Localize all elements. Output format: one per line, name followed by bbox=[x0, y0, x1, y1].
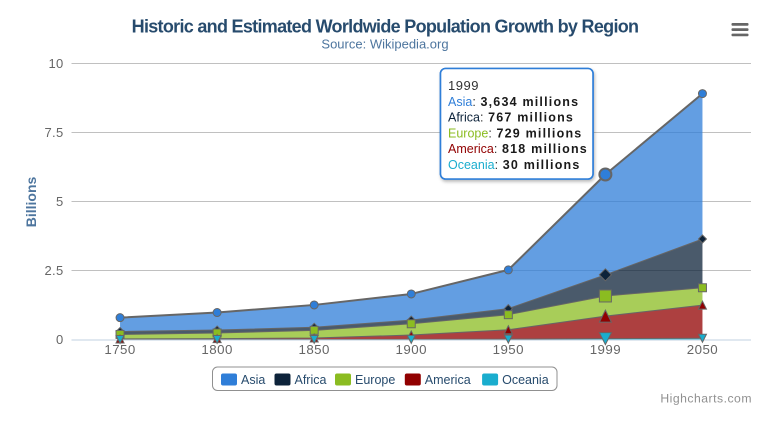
svg-text:Historic and Estimated Worldwi: Historic and Estimated Worldwide Populat… bbox=[132, 17, 639, 37]
svg-text:7.5: 7.5 bbox=[45, 125, 64, 140]
svg-text:2050: 2050 bbox=[687, 342, 718, 357]
svg-text:1800: 1800 bbox=[201, 342, 232, 357]
svg-text:Africa: 767 millions: Africa: 767 millions bbox=[448, 111, 574, 125]
svg-text:Europe: Europe bbox=[355, 373, 395, 387]
svg-text:10: 10 bbox=[48, 56, 63, 71]
svg-text:0: 0 bbox=[56, 332, 64, 347]
svg-text:Highcharts.com: Highcharts.com bbox=[660, 391, 752, 405]
svg-text:Europe: 729 millions: Europe: 729 millions bbox=[448, 126, 582, 140]
svg-text:Oceania: 30 millions: Oceania: 30 millions bbox=[448, 158, 581, 172]
svg-text:Oceania: Oceania bbox=[502, 373, 549, 387]
svg-text:1750: 1750 bbox=[104, 342, 135, 357]
svg-text:Source: Wikipedia.org: Source: Wikipedia.org bbox=[321, 37, 448, 52]
svg-text:America: 818 millions: America: 818 millions bbox=[448, 142, 588, 156]
svg-text:1950: 1950 bbox=[493, 342, 524, 357]
svg-text:America: America bbox=[425, 373, 471, 387]
svg-text:1999: 1999 bbox=[448, 78, 479, 93]
svg-text:Africa: Africa bbox=[295, 373, 327, 387]
svg-text:1900: 1900 bbox=[396, 342, 427, 357]
svg-text:1999: 1999 bbox=[590, 342, 621, 357]
svg-text:Asia: 3,634 millions: Asia: 3,634 millions bbox=[448, 95, 579, 109]
svg-text:5: 5 bbox=[56, 194, 64, 209]
svg-text:Asia: Asia bbox=[241, 373, 265, 387]
svg-text:1850: 1850 bbox=[298, 342, 329, 357]
svg-text:2.5: 2.5 bbox=[45, 263, 64, 278]
svg-text:Billions: Billions bbox=[23, 177, 39, 228]
